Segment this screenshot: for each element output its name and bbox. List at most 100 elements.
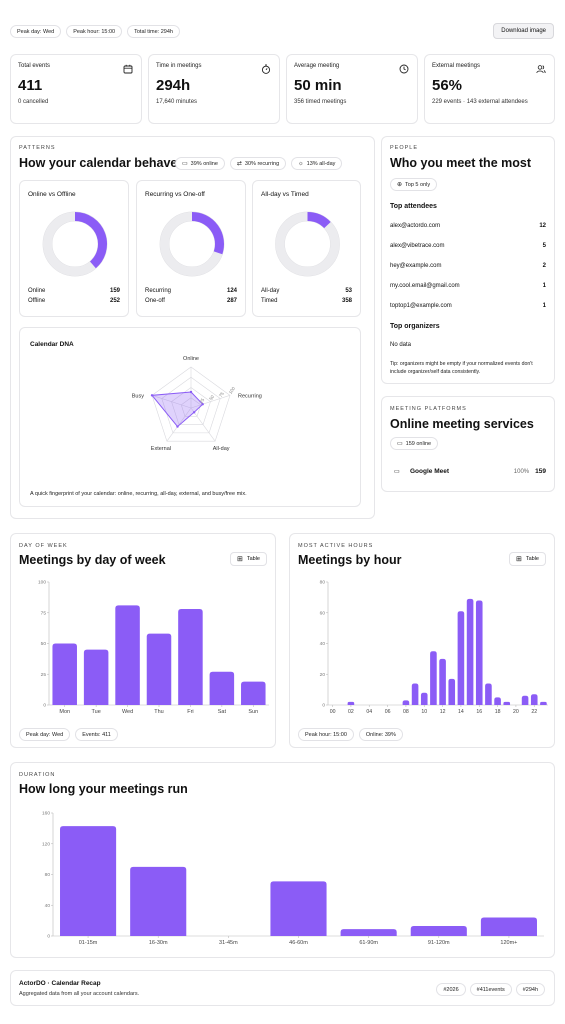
organizers-tip: Tip: organizers might be empty if your n… <box>390 361 533 375</box>
donut-row: Timed 358 <box>261 298 352 304</box>
stat-total-events: Total events 411 0 cancelled <box>10 54 142 124</box>
bar <box>402 700 410 705</box>
x-tick-label: Sat <box>218 709 227 715</box>
radar-point <box>189 390 193 394</box>
x-tick-label: 16-30m <box>149 940 168 946</box>
donut-outline <box>51 220 99 268</box>
hours-table-button[interactable]: ⊞ Table <box>508 552 546 566</box>
attendee-count: 1 <box>542 303 546 309</box>
radar-axis-label: All-day <box>213 446 230 452</box>
pill-label: 30% recurring <box>244 160 280 167</box>
bar <box>448 678 456 705</box>
pill-label: 39% online <box>190 160 218 167</box>
stat-sub: 0 cancelled <box>18 99 49 105</box>
people-title: Who you meet the most <box>390 156 531 170</box>
row-value: 53 <box>345 288 352 294</box>
y-tick-label: 100 <box>38 580 46 586</box>
radar-axis-label: Recurring <box>238 393 262 399</box>
y-tick-label: 80 <box>45 872 51 878</box>
bar <box>115 605 140 705</box>
row-value: 159 <box>109 288 120 294</box>
x-tick-label: 08 <box>403 709 409 715</box>
stat-value: 411 <box>18 77 43 94</box>
attendee-email: hey@example.com <box>390 263 442 269</box>
organizers-heading: Top organizers <box>390 323 440 330</box>
bar <box>60 826 117 936</box>
platforms-section: MEETING PLATFORMS Online meeting service… <box>381 396 555 492</box>
patterns-kicker: PATTERNS <box>19 145 56 151</box>
dna-caption: A quick fingerprint of your calendar: on… <box>30 491 247 497</box>
x-tick-label: 04 <box>366 709 372 715</box>
download-image-button[interactable]: Download image <box>493 23 554 39</box>
bar <box>530 694 538 705</box>
stat-label: External meetings <box>432 63 481 69</box>
duration-section: DURATION How long your meetings run 0 40 8… <box>10 762 555 958</box>
x-tick-label: 00 <box>330 709 336 715</box>
radar-grid-ring <box>180 397 202 417</box>
y-tick-label: 0 <box>47 934 50 940</box>
bar <box>410 926 467 936</box>
attendee-email: my.cool.email@gmail.com <box>390 283 460 289</box>
platforms-kicker: MEETING PLATFORMS <box>390 406 467 412</box>
donut-card-recurring: Recurring vs One-off Recurring 124 One-of… <box>136 180 246 317</box>
attendee-row: alex@vibetrace.com 5 <box>390 243 546 249</box>
donut-row: One-off 287 <box>145 298 237 304</box>
radar-point <box>192 411 196 414</box>
dow-pills: Peak day: Wed Events: 411 <box>19 728 118 741</box>
patterns-pills: ▭ 39% online ⇄ 30% recurring ☼ 13% all-day <box>175 157 343 170</box>
x-tick-label: 22 <box>531 709 537 715</box>
attendee-row: hey@example.com 2 <box>390 263 546 269</box>
bar <box>146 633 172 705</box>
attendee-email: alex@vibetrace.com <box>390 243 445 249</box>
x-tick-label: 46-60m <box>289 940 308 946</box>
hours-title: Meetings by hour <box>298 553 402 567</box>
users-icon <box>536 65 546 74</box>
x-tick-label: Thu <box>154 709 163 715</box>
calendar-icon <box>123 64 133 74</box>
hours-kicker: MOST ACTIVE HOURS <box>298 543 374 549</box>
row-value: 252 <box>109 298 120 304</box>
bar <box>420 692 428 705</box>
stat-external-meetings: External meetings 56% 229 events · 143 e… <box>424 54 555 124</box>
tag-pill: #2026 <box>436 983 466 996</box>
donut-slice <box>191 212 224 255</box>
y-tick-label: 50 <box>41 641 47 647</box>
bar <box>270 881 327 936</box>
video-icon: ▭ <box>394 469 400 475</box>
row-label: All-day <box>261 288 280 294</box>
y-tick-label: 60 <box>320 610 326 616</box>
y-tick-label: 0 <box>43 703 46 709</box>
row-label: Timed <box>261 298 278 304</box>
recurring-pill: ⇄ 30% recurring <box>229 157 287 170</box>
dow-table-button[interactable]: ⊞ Table <box>229 552 267 566</box>
footer: ActorDO · Calendar Recap Aggregated data… <box>10 970 555 1006</box>
btn-label: Table <box>246 556 260 562</box>
organizers-empty: No data <box>390 342 412 348</box>
radar-tick-label: 50 <box>208 394 215 401</box>
top-bar: Peak day: Wed Peak hour: 15:00 Total tim… <box>10 25 180 38</box>
x-tick-label: 06 <box>385 709 391 715</box>
total-time-pill: Total time: 294h <box>127 25 180 38</box>
donut-card-all-day: All-day vs Timed All-day 53 Timed 358 <box>252 180 361 317</box>
top-5-filter[interactable]: ⊕ Top 5 only <box>390 178 438 191</box>
people-kicker: PEOPLE <box>390 145 419 151</box>
donut-chart <box>275 211 340 277</box>
x-tick-label: Wed <box>122 709 133 715</box>
stat-sub: 17,640 minutes <box>156 99 198 105</box>
online-count-pill: ▭ 159 online <box>390 437 439 450</box>
radar-point <box>201 402 204 406</box>
dow-title: Meetings by day of week <box>19 553 166 567</box>
donut-title: Online vs Offline <box>28 191 76 198</box>
attendee-email: alex@actordo.com <box>390 223 441 229</box>
radar-grid-ring <box>161 376 221 434</box>
y-tick-label: 25 <box>41 672 47 678</box>
x-tick-label: 20 <box>513 709 519 715</box>
stat-label: Average meeting <box>294 63 340 69</box>
attendee-row: toptop1@example.com 1 <box>390 303 546 309</box>
attendee-count: 5 <box>542 243 546 249</box>
bar <box>521 695 529 705</box>
patterns-section: PATTERNS How your calendar behaves ▭ 39% … <box>10 136 375 519</box>
attendee-count: 1 <box>542 283 546 289</box>
x-tick-label: 01-15m <box>79 940 98 946</box>
y-tick-label: 75 <box>41 610 47 616</box>
